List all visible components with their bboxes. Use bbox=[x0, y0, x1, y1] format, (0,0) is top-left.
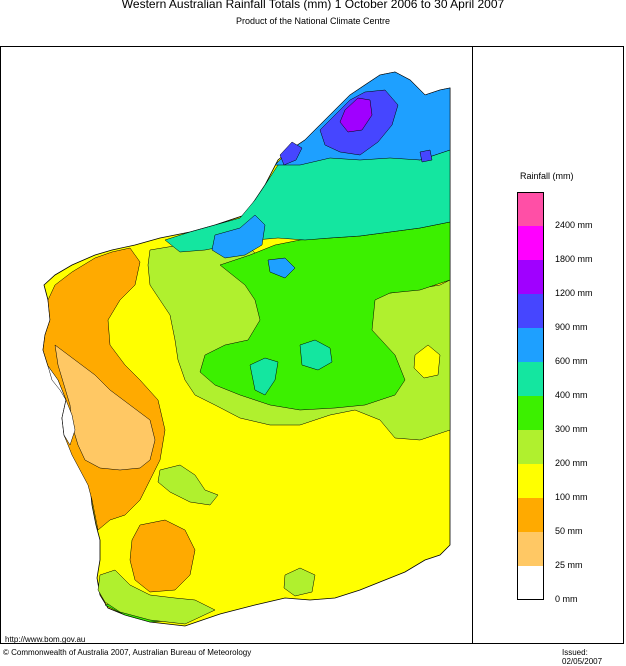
zone-600-900-coast bbox=[211, 214, 266, 259]
zone-200-300-south-2 bbox=[283, 567, 316, 597]
legend-label: 25 mm bbox=[555, 560, 583, 570]
legend-label: 0 mm bbox=[555, 594, 578, 604]
issued-date: Issued: 02/05/2007 bbox=[562, 648, 603, 666]
source-url[interactable]: http://www.bom.gov.au bbox=[5, 635, 86, 644]
legend-swatch bbox=[517, 294, 544, 328]
legend-swatch bbox=[517, 566, 544, 600]
legend-swatch bbox=[517, 328, 544, 362]
zone-200-300-south-1 bbox=[157, 464, 219, 506]
legend-divider bbox=[472, 46, 473, 644]
legend-label: 900 mm bbox=[555, 322, 588, 332]
legend-title: Rainfall (mm) bbox=[520, 171, 574, 181]
legend-swatch bbox=[517, 192, 544, 226]
legend-label: 1800 mm bbox=[555, 254, 593, 264]
legend-label: 200 mm bbox=[555, 458, 588, 468]
map-subtitle: Product of the National Climate Centre bbox=[235, 16, 391, 26]
rainfall-map bbox=[42, 71, 451, 627]
legend-swatch bbox=[517, 396, 544, 430]
legend-swatch bbox=[517, 430, 544, 464]
zone-1200-1800 bbox=[339, 97, 373, 133]
zone-400-600-inland bbox=[299, 339, 333, 371]
legend-label: 600 mm bbox=[555, 356, 588, 366]
legend-swatch bbox=[517, 260, 544, 294]
copyright: © Commonwealth of Australia 2007, Austra… bbox=[3, 648, 252, 657]
legend-label: 300 mm bbox=[555, 424, 588, 434]
zone-900-1200-spot bbox=[419, 149, 433, 163]
legend-swatch bbox=[517, 362, 544, 396]
legend-label: 1200 mm bbox=[555, 288, 593, 298]
legend-label: 100 mm bbox=[555, 492, 588, 502]
zone-50-100-south bbox=[129, 519, 196, 593]
zone-200-300-east bbox=[413, 344, 441, 379]
legend-swatch bbox=[517, 498, 544, 532]
zone-400-600-inland-2 bbox=[249, 357, 279, 396]
legend-label: 50 mm bbox=[555, 526, 583, 536]
legend-swatch bbox=[517, 464, 544, 498]
map-title: Western Australian Rainfall Totals (mm) … bbox=[121, 0, 505, 11]
legend-swatch bbox=[517, 532, 544, 566]
zone-900-1200-west bbox=[279, 141, 303, 166]
zone-200-300-southcoast bbox=[97, 569, 216, 625]
zone-600-900-spot bbox=[267, 257, 296, 279]
legend-label: 400 mm bbox=[555, 390, 588, 400]
map-frame bbox=[0, 46, 624, 644]
legend-label: 2400 mm bbox=[555, 220, 593, 230]
zone-25-50 bbox=[54, 344, 156, 471]
legend-swatch bbox=[517, 226, 544, 260]
zone-0-25 bbox=[47, 365, 76, 446]
